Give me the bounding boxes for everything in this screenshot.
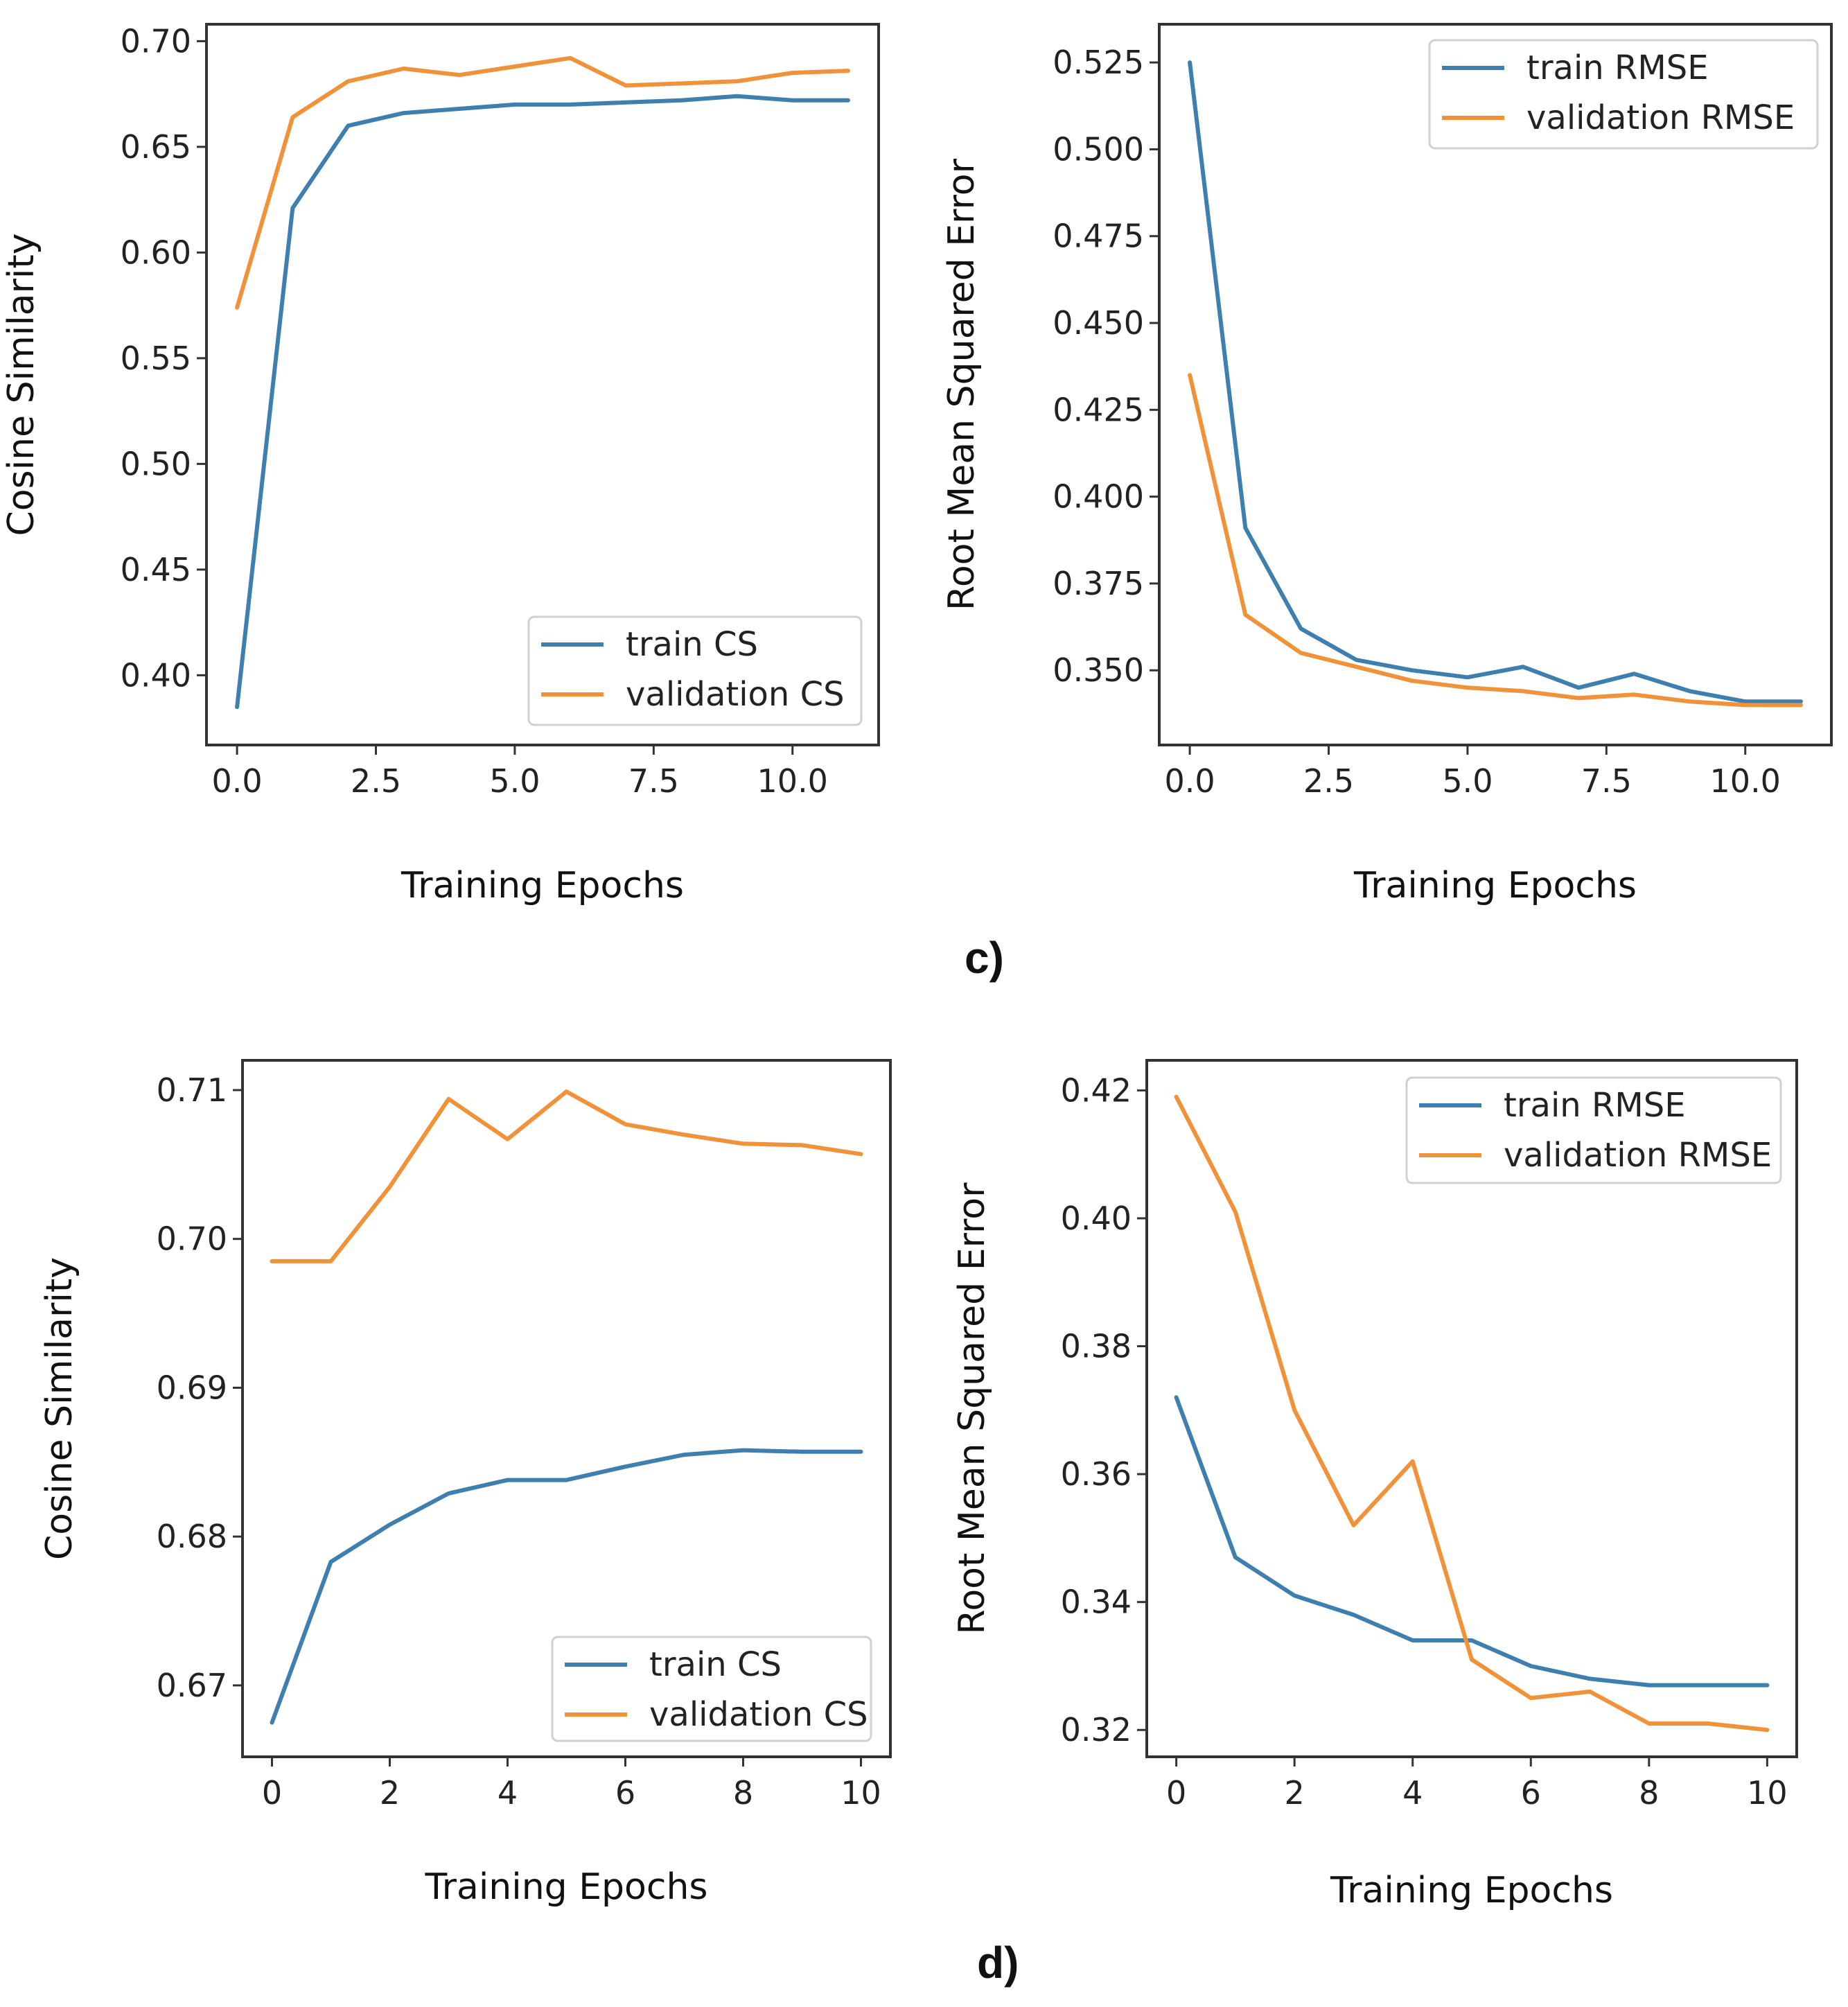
y-tick-label: 0.67 (157, 1667, 227, 1704)
x-tick-label: 10.0 (757, 762, 828, 800)
x-axis-label: Training Epochs (1330, 1870, 1613, 1911)
y-axis-label: Root Mean Squared Error (941, 158, 983, 611)
x-axis-label: Training Epochs (1353, 865, 1637, 906)
y-tick-label: 0.40 (121, 656, 191, 694)
y-tick-label: 0.425 (1053, 391, 1144, 428)
panel-label-d: d) (977, 1938, 1019, 1988)
chart-c-cosine-similarity: 0.0 2.5 5.0 7.5 10.0 0.40 0.45 0.50 0.55 0.60 0.65… (1, 22, 880, 906)
y-tick-label: 0.70 (157, 1220, 227, 1258)
y-tick-label: 0.34 (1061, 1584, 1132, 1621)
plot-frame (205, 23, 880, 746)
x-tick-label: 8 (1639, 1774, 1659, 1812)
x-tick-label: 6 (615, 1774, 635, 1812)
y-axis-label: Cosine Similarity (1, 234, 42, 536)
y-tick-label: 0.50 (121, 445, 191, 482)
chart-d-cosine-similarity: 0 2 4 6 8 10 0.67 0.68 0.69 0.70 0.71 Training Epoc… (39, 1059, 892, 1908)
plot-frame (1145, 1059, 1798, 1758)
y-tick-label: 0.60 (121, 234, 191, 271)
legend-label: validation CS (626, 675, 845, 714)
panel-label-c: c) (965, 933, 1004, 983)
y-axis-label: Root Mean Squared Error (951, 1182, 993, 1635)
y-tick-label: 0.45 (121, 551, 191, 588)
y-tick-label: 0.40 (1061, 1200, 1132, 1237)
legend-box (527, 615, 863, 726)
legend-label: train RMSE (1504, 1086, 1686, 1125)
y-tick-label: 0.69 (157, 1369, 227, 1406)
y-tick-label: 0.475 (1053, 218, 1144, 255)
y-tick-label: 0.65 (121, 128, 191, 166)
y-tick-label: 0.350 (1053, 651, 1144, 689)
y-tick-label: 0.450 (1053, 304, 1144, 342)
x-axis-label: Training Epochs (401, 865, 684, 906)
series-line-validation (235, 55, 850, 310)
plot-frame (1158, 23, 1833, 746)
chart-d-rmse: 0 2 4 6 8 10 0.32 0.34 0.36 0.38 0.40 0.42 Training … (951, 1059, 1798, 1911)
y-tick-label: 0.525 (1053, 44, 1144, 81)
legend-label: train CS (626, 625, 758, 664)
series-line-validation (1188, 373, 1803, 708)
series-line-validation (1174, 1094, 1770, 1733)
x-tick-label: 0 (262, 1774, 282, 1812)
x-axis-label: Training Epochs (424, 1866, 707, 1908)
y-tick-label: 0.71 (157, 1071, 227, 1109)
y-tick-label: 0.500 (1053, 130, 1144, 168)
x-tick-label: 7.5 (1581, 762, 1632, 800)
x-tick-label: 10.0 (1710, 762, 1781, 800)
x-tick-label: 2 (1285, 1774, 1305, 1812)
x-tick-label: 7.5 (628, 762, 679, 800)
series-line-train (1188, 60, 1803, 704)
x-tick-label: 4 (498, 1774, 518, 1812)
series-line-validation (270, 1089, 863, 1263)
x-tick-label: 2.5 (1303, 762, 1354, 800)
y-tick-label: 0.32 (1061, 1711, 1132, 1749)
y-tick-label: 0.400 (1053, 478, 1144, 516)
x-tick-label: 5.0 (489, 762, 540, 800)
y-tick-label: 0.38 (1061, 1328, 1132, 1365)
y-tick-label: 0.55 (121, 340, 191, 377)
y-tick-label: 0.70 (121, 22, 191, 60)
x-tick-label: 6 (1521, 1774, 1541, 1812)
y-tick-label: 0.68 (157, 1518, 227, 1555)
legend-label: validation RMSE (1504, 1136, 1772, 1175)
y-axis-label: Cosine Similarity (39, 1257, 80, 1560)
series-line-train (235, 94, 850, 710)
x-tick-label: 10 (841, 1774, 881, 1812)
plot-frame (241, 1059, 892, 1758)
x-tick-label: 10 (1747, 1774, 1788, 1812)
legend-box (551, 1636, 872, 1742)
x-tick-label: 8 (733, 1774, 753, 1812)
legend-box (1428, 39, 1819, 150)
x-tick-label: 5.0 (1442, 762, 1493, 800)
chart-c-rmse: 0.0 2.5 5.0 7.5 10.0 0.350 0.375 0.400 0.425 0.45… (941, 23, 1833, 906)
x-tick-label: 0.0 (1165, 762, 1215, 800)
y-tick-label: 0.42 (1061, 1071, 1132, 1109)
legend-label: train CS (649, 1645, 782, 1684)
x-tick-label: 2 (380, 1774, 400, 1812)
series-line-train (270, 1448, 863, 1725)
y-tick-label: 0.36 (1061, 1455, 1132, 1493)
legend-box (1405, 1076, 1782, 1184)
legend-label: validation RMSE (1526, 98, 1795, 137)
x-tick-label: 0 (1166, 1774, 1186, 1812)
legend-label: validation CS (649, 1695, 868, 1734)
series-line-train (1174, 1395, 1770, 1688)
legend-label: train RMSE (1526, 49, 1709, 87)
x-tick-label: 0.0 (212, 762, 263, 800)
x-tick-label: 2.5 (351, 762, 401, 800)
x-tick-label: 4 (1402, 1774, 1423, 1812)
y-tick-label: 0.375 (1053, 565, 1144, 602)
